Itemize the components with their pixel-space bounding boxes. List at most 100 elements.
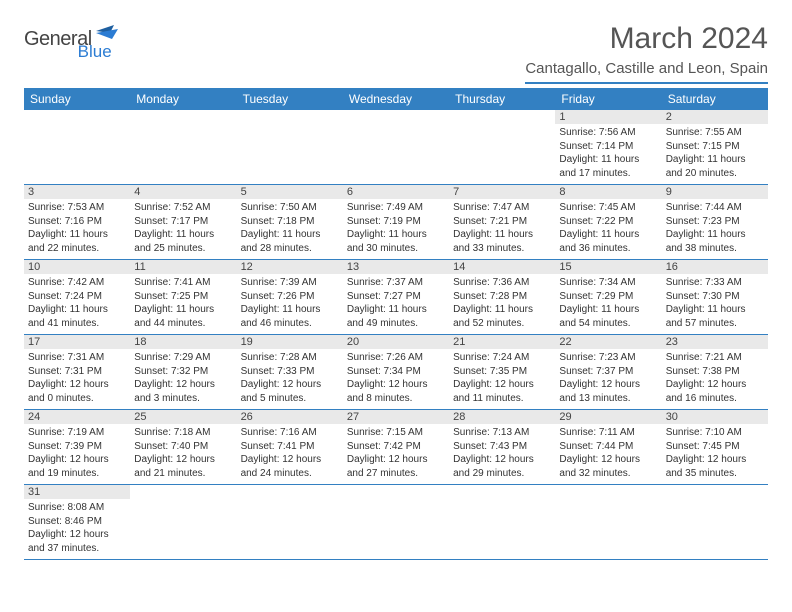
daynum-2: 2 (662, 110, 768, 124)
dayinfo-6: Sunrise: 7:49 AMSunset: 7:19 PMDaylight:… (343, 199, 449, 260)
daynum-8: 8 (555, 185, 661, 200)
daynum-1: 1 (555, 110, 661, 124)
dayinfo-13: Sunrise: 7:37 AMSunset: 7:27 PMDaylight:… (343, 274, 449, 335)
dayname-friday: Friday (555, 88, 661, 110)
empty-cell (130, 110, 236, 124)
dayinfo-18: Sunrise: 7:29 AMSunset: 7:32 PMDaylight:… (130, 349, 236, 410)
title-block: March 2024 Cantagallo, Castille and Leon… (525, 22, 768, 84)
daynum-15: 15 (555, 260, 661, 275)
week-2-info-row: Sunrise: 7:42 AMSunset: 7:24 PMDaylight:… (24, 274, 768, 335)
empty-cell (130, 499, 236, 560)
daynum-22: 22 (555, 335, 661, 350)
logo: General Blue (24, 28, 126, 51)
daynum-28: 28 (449, 410, 555, 425)
daynum-31: 31 (24, 485, 130, 500)
empty-cell (555, 499, 661, 560)
empty-cell (449, 110, 555, 124)
daynum-24: 24 (24, 410, 130, 425)
dayinfo-10: Sunrise: 7:42 AMSunset: 7:24 PMDaylight:… (24, 274, 130, 335)
week-4-info-row: Sunrise: 7:19 AMSunset: 7:39 PMDaylight:… (24, 424, 768, 485)
dayinfo-23: Sunrise: 7:21 AMSunset: 7:38 PMDaylight:… (662, 349, 768, 410)
daynum-5: 5 (237, 185, 343, 200)
daynum-11: 11 (130, 260, 236, 275)
logo-text-blue: Blue (78, 42, 112, 62)
month-title: March 2024 (525, 22, 768, 56)
dayinfo-31: Sunrise: 8:08 AMSunset: 8:46 PMDaylight:… (24, 499, 130, 560)
dayinfo-28: Sunrise: 7:13 AMSunset: 7:43 PMDaylight:… (449, 424, 555, 485)
daynum-25: 25 (130, 410, 236, 425)
dayinfo-9: Sunrise: 7:44 AMSunset: 7:23 PMDaylight:… (662, 199, 768, 260)
empty-cell (343, 110, 449, 124)
daynum-12: 12 (237, 260, 343, 275)
dayinfo-27: Sunrise: 7:15 AMSunset: 7:42 PMDaylight:… (343, 424, 449, 485)
week-5-info-row: Sunrise: 8:08 AMSunset: 8:46 PMDaylight:… (24, 499, 768, 560)
dayinfo-8: Sunrise: 7:45 AMSunset: 7:22 PMDaylight:… (555, 199, 661, 260)
daynum-29: 29 (555, 410, 661, 425)
daynum-13: 13 (343, 260, 449, 275)
dayinfo-22: Sunrise: 7:23 AMSunset: 7:37 PMDaylight:… (555, 349, 661, 410)
daynum-3: 3 (24, 185, 130, 200)
daynum-9: 9 (662, 185, 768, 200)
header: General Blue March 2024 Cantagallo, Cast… (24, 22, 768, 84)
dayname-thursday: Thursday (449, 88, 555, 110)
daynum-10: 10 (24, 260, 130, 275)
dayinfo-2: Sunrise: 7:55 AMSunset: 7:15 PMDaylight:… (662, 124, 768, 185)
daynum-7: 7 (449, 185, 555, 200)
empty-cell (343, 485, 449, 500)
empty-cell (449, 124, 555, 185)
calendar-table: SundayMondayTuesdayWednesdayThursdayFrid… (24, 88, 768, 560)
daynum-17: 17 (24, 335, 130, 350)
dayinfo-5: Sunrise: 7:50 AMSunset: 7:18 PMDaylight:… (237, 199, 343, 260)
dayname-row: SundayMondayTuesdayWednesdayThursdayFrid… (24, 88, 768, 110)
empty-cell (237, 499, 343, 560)
empty-cell (237, 110, 343, 124)
week-0-info-row: Sunrise: 7:56 AMSunset: 7:14 PMDaylight:… (24, 124, 768, 185)
week-2-daynum-row: 10111213141516 (24, 260, 768, 275)
daynum-26: 26 (237, 410, 343, 425)
dayinfo-25: Sunrise: 7:18 AMSunset: 7:40 PMDaylight:… (130, 424, 236, 485)
dayinfo-26: Sunrise: 7:16 AMSunset: 7:41 PMDaylight:… (237, 424, 343, 485)
daynum-14: 14 (449, 260, 555, 275)
dayinfo-17: Sunrise: 7:31 AMSunset: 7:31 PMDaylight:… (24, 349, 130, 410)
dayinfo-24: Sunrise: 7:19 AMSunset: 7:39 PMDaylight:… (24, 424, 130, 485)
dayinfo-7: Sunrise: 7:47 AMSunset: 7:21 PMDaylight:… (449, 199, 555, 260)
empty-cell (343, 124, 449, 185)
dayname-saturday: Saturday (662, 88, 768, 110)
dayinfo-30: Sunrise: 7:10 AMSunset: 7:45 PMDaylight:… (662, 424, 768, 485)
daynum-6: 6 (343, 185, 449, 200)
daynum-16: 16 (662, 260, 768, 275)
dayinfo-12: Sunrise: 7:39 AMSunset: 7:26 PMDaylight:… (237, 274, 343, 335)
dayinfo-11: Sunrise: 7:41 AMSunset: 7:25 PMDaylight:… (130, 274, 236, 335)
daynum-19: 19 (237, 335, 343, 350)
dayname-monday: Monday (130, 88, 236, 110)
dayinfo-19: Sunrise: 7:28 AMSunset: 7:33 PMDaylight:… (237, 349, 343, 410)
daynum-20: 20 (343, 335, 449, 350)
dayinfo-14: Sunrise: 7:36 AMSunset: 7:28 PMDaylight:… (449, 274, 555, 335)
week-4-daynum-row: 24252627282930 (24, 410, 768, 425)
empty-cell (449, 485, 555, 500)
empty-cell (24, 110, 130, 124)
week-1-daynum-row: 3456789 (24, 185, 768, 200)
empty-cell (662, 485, 768, 500)
daynum-4: 4 (130, 185, 236, 200)
dayinfo-1: Sunrise: 7:56 AMSunset: 7:14 PMDaylight:… (555, 124, 661, 185)
empty-cell (24, 124, 130, 185)
dayinfo-15: Sunrise: 7:34 AMSunset: 7:29 PMDaylight:… (555, 274, 661, 335)
week-1-info-row: Sunrise: 7:53 AMSunset: 7:16 PMDaylight:… (24, 199, 768, 260)
dayname-sunday: Sunday (24, 88, 130, 110)
week-3-daynum-row: 17181920212223 (24, 335, 768, 350)
empty-cell (130, 485, 236, 500)
dayinfo-29: Sunrise: 7:11 AMSunset: 7:44 PMDaylight:… (555, 424, 661, 485)
empty-cell (662, 499, 768, 560)
daynum-27: 27 (343, 410, 449, 425)
empty-cell (555, 485, 661, 500)
empty-cell (449, 499, 555, 560)
empty-cell (130, 124, 236, 185)
daynum-18: 18 (130, 335, 236, 350)
dayinfo-3: Sunrise: 7:53 AMSunset: 7:16 PMDaylight:… (24, 199, 130, 260)
empty-cell (343, 499, 449, 560)
empty-cell (237, 124, 343, 185)
dayname-wednesday: Wednesday (343, 88, 449, 110)
daynum-30: 30 (662, 410, 768, 425)
dayinfo-21: Sunrise: 7:24 AMSunset: 7:35 PMDaylight:… (449, 349, 555, 410)
